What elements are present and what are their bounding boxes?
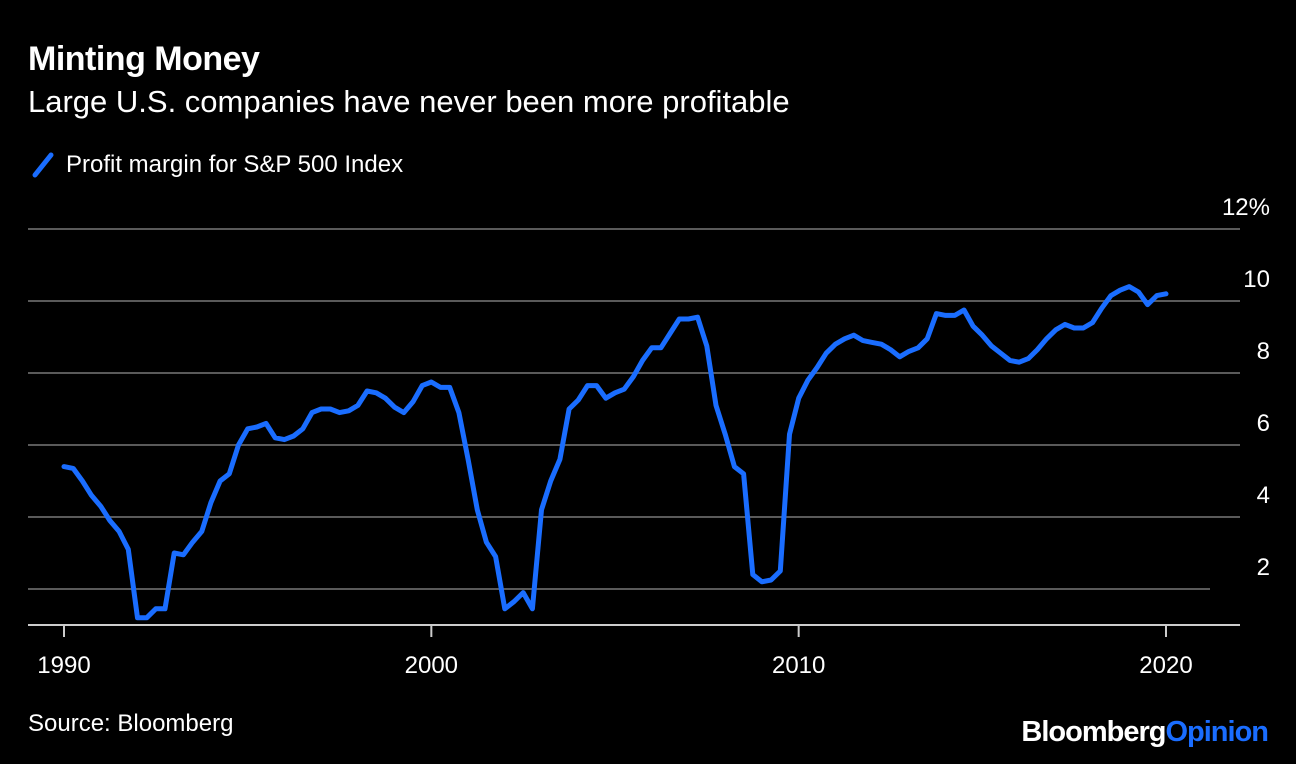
x-tick-label: 1990 xyxy=(37,652,90,679)
y-tick-label: 2 xyxy=(1257,554,1270,581)
x-tick-label: 2000 xyxy=(405,652,458,679)
x-tick-label: 2010 xyxy=(772,652,825,679)
x-tick-label: 2020 xyxy=(1139,652,1192,679)
chart-subtitle: Large U.S. companies have never been mor… xyxy=(28,84,790,119)
y-tick-label: 8 xyxy=(1257,338,1270,365)
y-tick-label: 12% xyxy=(1222,194,1270,221)
series-line-profit-margin xyxy=(61,284,1169,621)
y-tick-label: 10 xyxy=(1243,266,1270,293)
legend-label: Profit margin for S&P 500 Index xyxy=(66,151,404,178)
chart-title: Minting Money xyxy=(28,40,260,78)
legend-swatch xyxy=(32,152,54,178)
y-tick-label: 4 xyxy=(1257,482,1270,509)
brand-logo: BloombergOpinion xyxy=(1021,716,1269,749)
brand-sub: Opinion xyxy=(1165,716,1269,748)
brand-main: Bloomberg xyxy=(1021,716,1166,748)
y-tick-label: 6 xyxy=(1257,410,1270,437)
legend: Profit margin for S&P 500 Index xyxy=(30,148,403,182)
source-note: Source: Bloomberg xyxy=(28,710,234,737)
